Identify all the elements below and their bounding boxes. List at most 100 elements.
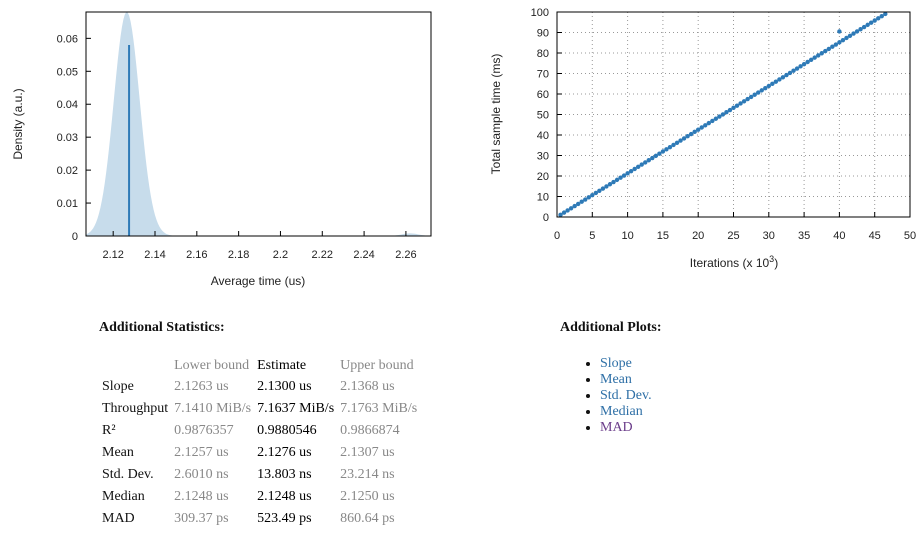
reg-data-point [872,18,877,23]
statistics-header-row: Lower bound Estimate Upper bound [99,356,420,376]
header-estimate: Estimate [257,358,307,373]
mean-plot-link[interactable]: Mean [600,372,632,387]
reg-data-point [883,11,888,17]
reg-y-tick-label: 90 [537,28,549,40]
stat-upper-bound: 2.1250 us [340,489,395,504]
pdf-y-tick-label: 0.06 [57,33,78,45]
reg-data-point [678,138,683,143]
reg-data-point [805,59,810,65]
reg-data-point [745,96,750,102]
statistics-row: R² 0.9876357 0.9880546 0.9866874 [99,420,420,442]
reg-x-tick-label: 50 [904,230,916,242]
slope-plot-link[interactable]: Slope [600,356,632,371]
reg-data-point [703,123,708,128]
reg-data-point [766,83,771,89]
statistics-row: MAD 309.37 ps 523.49 ps 860.64 ps [99,508,420,530]
header-upper-bound: Upper bound [340,358,414,373]
stat-lower-bound: 309.37 ps [174,511,229,526]
reg-data-point [692,129,697,135]
reg-data-point [696,127,701,132]
plot-list-item: Mean [600,372,652,388]
reg-outlier-point [837,29,842,34]
reg-data-point [879,13,884,19]
reg-data-point [650,155,655,161]
statistics-row: Slope 2.1263 us 2.1300 us 2.1368 us [99,376,420,398]
reg-data-point [752,92,757,97]
reg-data-point [664,147,669,152]
reg-data-point [565,208,570,213]
plot-list-item: Median [600,404,652,420]
reg-y-tick-label: 0 [543,212,549,224]
reg-xlabel-base: Iterations (x 10 [690,256,770,270]
stat-upper-bound: 2.1368 us [340,379,395,394]
reg-data-point [639,162,644,167]
reg-data-point [681,136,687,141]
pdf-y-tick-label: 0 [72,231,78,243]
pdf-x-tick-label: 2.18 [228,249,249,261]
reg-xlabel-suffix: ) [774,256,778,270]
reg-data-point [593,190,599,196]
reg-data-point [826,46,832,52]
reg-data-point [611,179,616,185]
reg-data-point [748,94,754,100]
stat-label: Mean [102,445,134,460]
reg-data-point [660,149,666,154]
reg-data-point [823,48,828,54]
reg-data-point [646,158,651,163]
statistics-row: Std. Dev. 2.6010 ns 13.803 ns 23.214 ns [99,464,420,486]
pdf-x-tick-label: 2.2 [273,249,288,261]
pdf-y-tick-label: 0.01 [57,198,78,210]
reg-data-point [759,88,764,93]
reg-data-point [808,57,814,63]
statistics-row: Median 2.1248 us 2.1248 us 2.1250 us [99,486,420,508]
reg-data-point [614,177,620,183]
stat-estimate: 7.1637 MiB/s [257,401,335,416]
stat-estimate: 13.803 ns [257,467,312,482]
reg-x-tick-label: 10 [621,230,633,242]
reg-data-point [780,75,786,80]
reg-data-point [572,203,577,209]
pdf-x-tick-label: 2.12 [102,249,123,261]
pdf-y-tick-label: 0.02 [57,165,78,177]
plot-list-item: Std. Dev. [600,388,652,404]
std-dev-plot-link[interactable]: Std. Dev. [600,388,652,403]
reg-data-point [657,151,662,156]
regression-chart: 0 10 20 30 40 50 60 70 80 90 100 0 5 10 15 20 25 30 35 40 45… [489,7,916,270]
reg-data-point [770,81,775,87]
stat-estimate: 0.9880546 [257,423,317,438]
reg-x-tick-label: 40 [833,230,845,242]
reg-data-point [706,120,711,126]
statistics-row: Mean 2.1257 us 2.1276 us 2.1307 us [99,442,420,464]
reg-x-tick-label: 15 [657,230,669,242]
reg-data-point [738,101,743,106]
stat-lower-bound: 7.1410 MiB/s [174,401,252,416]
reg-data-point [671,142,676,148]
reg-data-point [590,192,595,198]
header-blank [99,356,171,376]
additional-statistics-heading: Additional Statistics: [99,320,225,335]
reg-y-tick-label: 30 [537,151,549,163]
reg-x-tick-label: 20 [692,230,704,242]
stat-label: Median [102,489,145,504]
reg-data-point [667,144,673,150]
stat-lower-bound: 2.6010 ns [174,467,229,482]
reg-y-tick-label: 70 [537,69,549,81]
reg-data-point [794,66,800,71]
pdf-plot-frame [85,11,432,237]
reg-xlabel: Iterations (x 103) [690,254,778,270]
reg-y-tick-label: 60 [537,89,549,101]
reg-xlabel-exponent: 3 [769,254,774,264]
reg-data-point [600,186,606,191]
reg-data-point [812,55,817,60]
reg-data-point [858,27,863,32]
pdf-x-tick-label: 2.22 [312,249,333,261]
stat-estimate: 2.1300 us [257,379,312,394]
pdf-density-area [86,12,431,237]
stat-lower-bound: 2.1263 us [174,379,229,394]
reg-data-point [604,184,609,189]
median-plot-link[interactable]: Median [600,404,643,419]
pdf-y-tick-label: 0.03 [57,132,78,144]
mad-plot-link[interactable]: MAD [600,420,633,435]
stat-upper-bound: 2.1307 us [340,445,395,460]
reg-data-point [568,206,574,211]
